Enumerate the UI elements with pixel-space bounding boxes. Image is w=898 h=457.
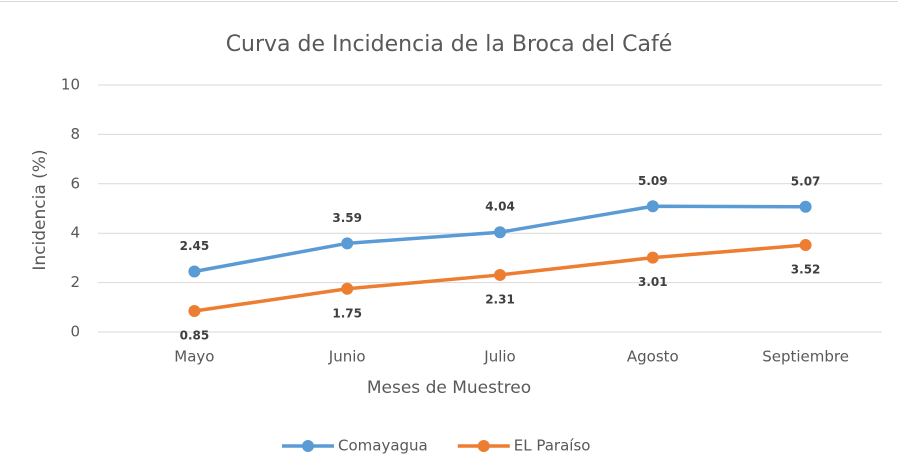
data-label: 3.01 bbox=[638, 275, 668, 289]
x-tick-label: Septiembre bbox=[762, 348, 849, 366]
y-tick-label: 0 bbox=[70, 323, 80, 341]
marker bbox=[188, 305, 201, 318]
legend-marker bbox=[302, 440, 314, 452]
x-tick-label: Mayo bbox=[174, 348, 214, 366]
series-line bbox=[194, 204, 806, 274]
chart-title: Curva de Incidencia de la Broca del Café bbox=[226, 32, 673, 57]
y-tick-label: 2 bbox=[70, 273, 80, 291]
data-label: 2.31 bbox=[485, 292, 515, 306]
data-label: 1.75 bbox=[332, 306, 362, 320]
legend-label: EL Paraíso bbox=[514, 437, 591, 455]
y-tick-label: 8 bbox=[70, 125, 80, 143]
data-label: 4.04 bbox=[485, 200, 515, 214]
y-tick-label: 10 bbox=[61, 76, 80, 94]
legend-label: Comayagua bbox=[338, 437, 428, 455]
x-tick-label: Julio bbox=[483, 348, 515, 366]
data-label: 5.07 bbox=[791, 174, 821, 188]
y-tick-label: 6 bbox=[70, 174, 80, 192]
x-axis-title: Meses de Muestreo bbox=[367, 378, 531, 398]
y-tick-label: 4 bbox=[70, 224, 80, 242]
marker bbox=[646, 200, 659, 213]
data-label: 3.59 bbox=[332, 211, 362, 225]
marker bbox=[799, 239, 812, 252]
marker bbox=[494, 268, 506, 281]
x-tick-label: Agosto bbox=[627, 348, 679, 366]
marker bbox=[188, 265, 201, 278]
data-label: 3.52 bbox=[791, 263, 821, 277]
marker bbox=[341, 237, 354, 250]
x-tick-label: Junio bbox=[328, 348, 366, 366]
marker bbox=[799, 200, 812, 213]
data-label: 2.45 bbox=[180, 239, 210, 253]
marker bbox=[494, 226, 506, 239]
marker bbox=[341, 282, 354, 295]
marker bbox=[646, 251, 659, 264]
legend-marker bbox=[477, 440, 490, 452]
data-label: 5.09 bbox=[638, 174, 668, 188]
y-axis-title: Incidencia (%) bbox=[30, 149, 50, 270]
data-label: 0.85 bbox=[180, 329, 210, 343]
